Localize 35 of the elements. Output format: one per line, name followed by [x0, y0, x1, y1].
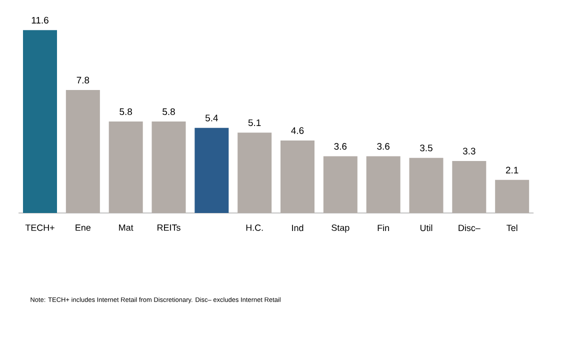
- data-label: 5.1: [248, 119, 261, 126]
- x-tick-label: Fin: [378, 224, 389, 232]
- x-tick-label: Ene: [76, 224, 90, 231]
- bar: [452, 160, 486, 213]
- bar: [194, 128, 229, 213]
- data-label: 3.6: [334, 143, 347, 150]
- data-label: 3.5: [420, 144, 432, 152]
- bar: [152, 122, 186, 213]
- data-label: 5.8: [162, 108, 175, 116]
- data-label: 11.6: [32, 16, 48, 24]
- bar: [23, 30, 57, 213]
- x-tick-label: Util: [420, 224, 432, 232]
- x-tick-label: Stap: [332, 224, 350, 233]
- bar: [323, 156, 358, 213]
- data-label: 7.8: [76, 76, 90, 84]
- x-tick-label: Mat: [119, 224, 134, 231]
- x-tick-label: Disc–: [458, 224, 480, 232]
- x-tick-label: TECH+: [25, 224, 54, 231]
- bar: [280, 140, 315, 213]
- bar: [66, 90, 100, 213]
- data-label: 3.6: [377, 143, 390, 150]
- x-tick-label: Tel: [506, 224, 518, 232]
- data-label: 4.6: [291, 127, 304, 134]
- x-tick-label: REITs: [158, 224, 180, 231]
- bar: [409, 158, 444, 213]
- data-label: 5.4: [205, 114, 218, 122]
- data-label: 2.1: [506, 166, 518, 174]
- x-tick-label: Ind: [292, 224, 304, 232]
- bar: [238, 132, 272, 213]
- bar: [366, 156, 400, 213]
- bar: [495, 180, 530, 213]
- x-tick-label: H.C.: [246, 224, 263, 231]
- data-label: 5.8: [120, 108, 132, 116]
- bar: [108, 122, 143, 213]
- data-label: 3.3: [462, 148, 476, 154]
